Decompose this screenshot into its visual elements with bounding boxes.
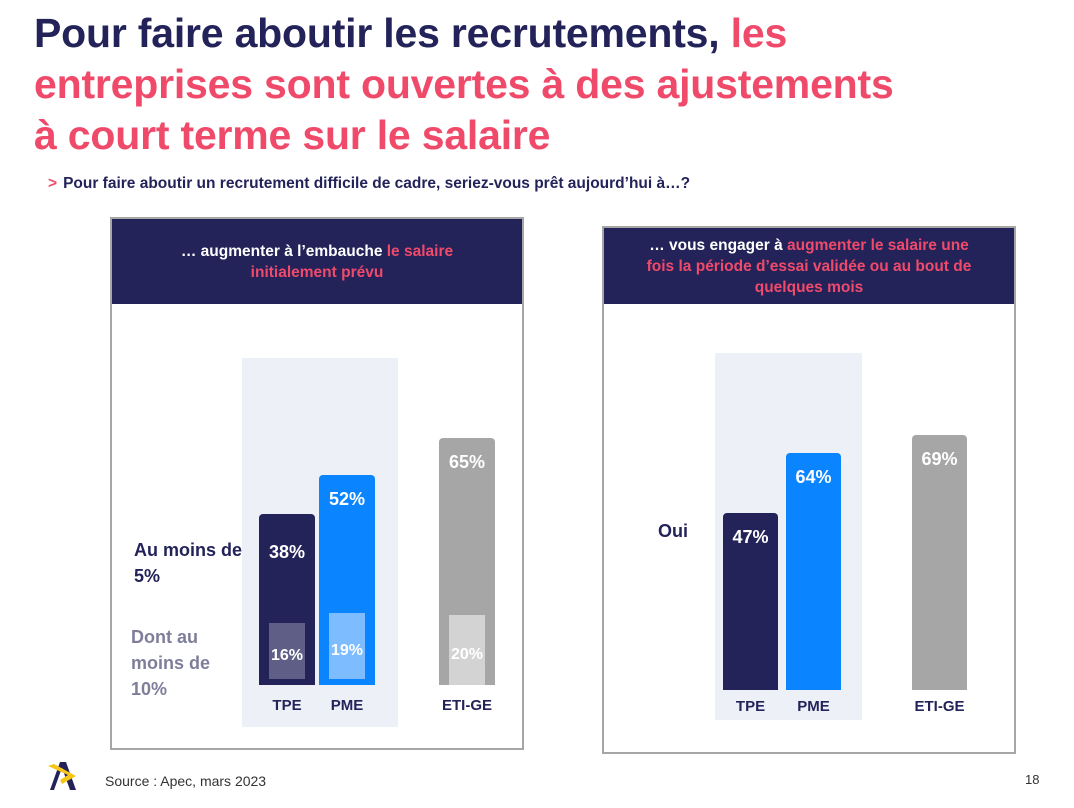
category-label: PME (797, 698, 830, 715)
title-line1-highlight: les (730, 10, 788, 56)
legend-series-2: Dont au moins de 10% (131, 627, 211, 699)
category-label: ETI-GE (914, 698, 965, 715)
bar-eti-ge: 65% (439, 438, 495, 685)
category-label: PME (330, 697, 364, 714)
chart-title: … augmenter à l’embauche (180, 242, 387, 260)
slide-title: Pour faire aboutir les recrutements, les… (34, 8, 894, 161)
legend-series-1: Au moins de 5% (134, 540, 243, 586)
data-label: 16% (270, 647, 304, 664)
apec-logo (48, 762, 76, 790)
data-label: 19% (330, 641, 364, 659)
chart-panel-hiring-salary: … augmenter à l’embauche le salaire init… (110, 217, 524, 750)
chart-header: … vous engager à augmenter le salaire un… (604, 228, 1014, 304)
source-note: Source : Apec, mars 2023 (105, 773, 267, 789)
bar-pme: 64% (786, 452, 841, 690)
chevron-right-icon: > (48, 175, 58, 192)
chart-title-highlight: le salaire initialement prévu (250, 242, 454, 281)
title-line2: entreprises sont ouvertes à des ajusteme… (34, 61, 894, 107)
page-number: 18 (1025, 772, 1040, 787)
chart-title: … vous engager à (649, 236, 788, 254)
question-subtitle: > Pour faire aboutir un recrutement diffi… (48, 175, 690, 193)
title-line1: Pour faire aboutir les recrutements, (34, 10, 720, 56)
data-label: 47% (732, 527, 769, 548)
data-label: 52% (328, 488, 366, 509)
chart-panel-salary-increase-later: … vous engager à augmenter le salaire un… (602, 226, 1016, 754)
category-label: ETI-GE (441, 697, 492, 714)
sub-bar-eti-ge: 20% (449, 615, 485, 685)
chart-title-highlight: augmenter le salaire une fois la période… (646, 236, 972, 296)
sub-bar-tpe: 16% (269, 623, 305, 679)
title-line3: à court terme sur le salaire (34, 112, 551, 158)
data-label: 65% (448, 452, 486, 473)
category-label: TPE (272, 697, 302, 714)
bar-tpe: 47% (723, 513, 778, 690)
legend-series-1: Oui (658, 521, 688, 541)
subtitle-text: Pour faire aboutir un recrutement diffic… (63, 175, 691, 192)
sub-bar-pme: 19% (329, 612, 365, 679)
category-label: TPE (735, 698, 766, 715)
bar-eti-ge: 69% (912, 435, 967, 690)
data-label: 64% (795, 466, 832, 487)
data-label: 20% (450, 646, 484, 663)
data-label: 38% (268, 542, 306, 563)
chart-header: … augmenter à l’embauche le salaire init… (112, 219, 522, 304)
data-label: 69% (921, 449, 958, 470)
